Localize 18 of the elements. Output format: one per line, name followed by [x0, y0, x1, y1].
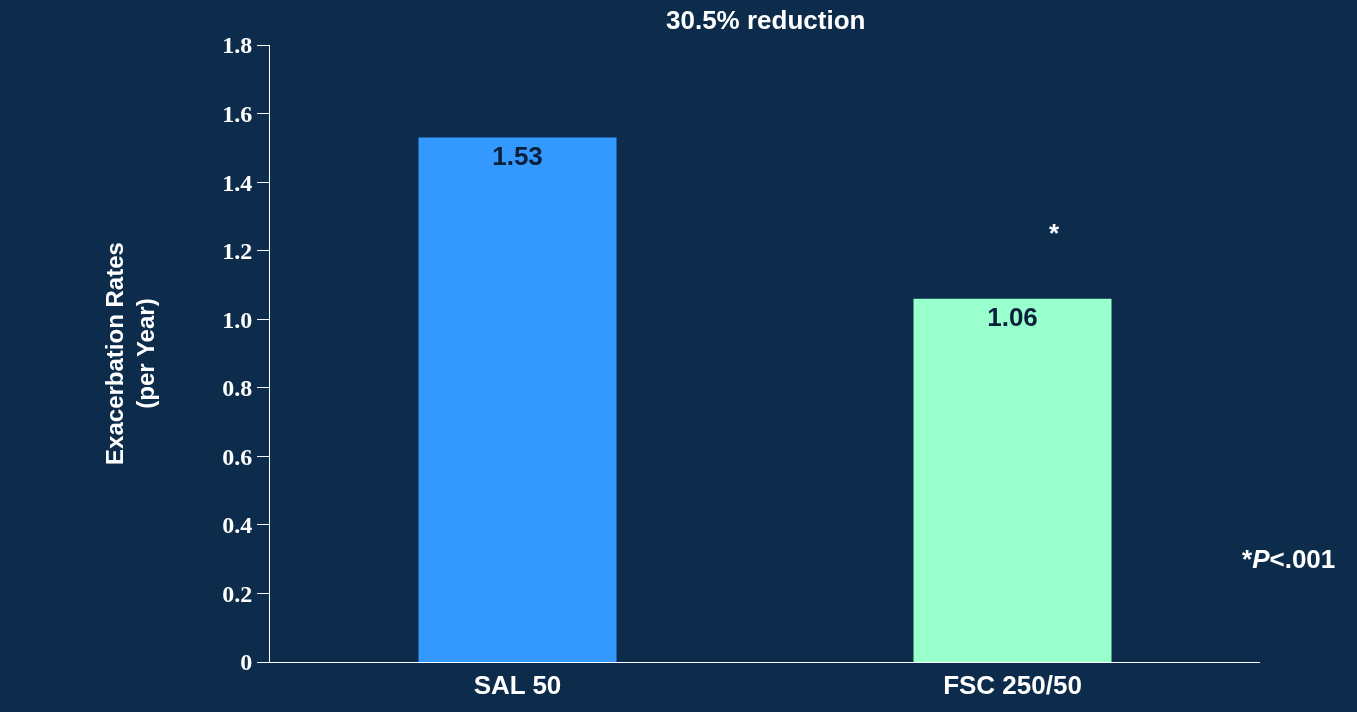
annotation: *P<.001: [1242, 544, 1336, 574]
data-label: 1.53: [492, 140, 543, 171]
y-tick-label: 1.4: [222, 169, 253, 196]
y-tick-label: 0: [240, 649, 253, 676]
y-tick-label: 1.8: [222, 32, 253, 59]
x-tick-label: SAL 50: [473, 670, 562, 701]
y-tick-label: 0.6: [222, 443, 253, 470]
y-tick-label: 0.4: [222, 512, 253, 539]
annotation: *: [1049, 218, 1060, 248]
y-tick-label: 1.2: [222, 238, 253, 265]
data-label: 1.06: [987, 301, 1038, 332]
y-tick-label: 0.2: [222, 580, 253, 607]
y-axis-title: Exacerbation Rates (per Year): [101, 242, 160, 465]
y-tick-label: 1.0: [222, 306, 253, 333]
y-tick-label: 0.8: [222, 375, 253, 402]
x-tick-label: FSC 250/50: [943, 670, 1082, 701]
y-tick-label: 1.6: [222, 100, 253, 127]
text: 30.5% reduction: [666, 5, 866, 35]
